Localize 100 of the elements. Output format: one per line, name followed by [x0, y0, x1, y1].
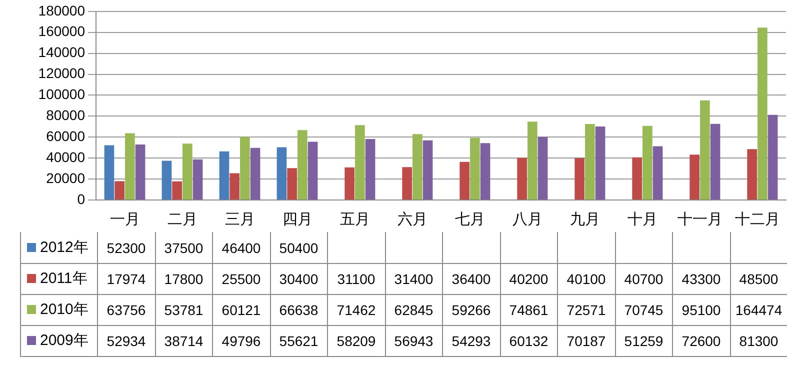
bar	[135, 144, 146, 200]
data-label: 59266	[442, 294, 500, 325]
legend-label: 2012年	[40, 238, 88, 257]
data-label: 25500	[212, 263, 270, 294]
data-label: 63756	[97, 294, 154, 325]
bar	[162, 160, 172, 200]
data-label: 17974	[97, 263, 154, 294]
data-label: 17800	[154, 263, 212, 294]
bar	[172, 181, 182, 200]
bar	[652, 146, 663, 200]
data-label: 37500	[154, 232, 212, 263]
data-label: 72600	[672, 325, 730, 356]
bar	[104, 145, 114, 200]
x-tick-label: 九月	[570, 211, 600, 228]
data-label: 38714	[154, 325, 212, 356]
data-label: 43300	[672, 263, 730, 294]
bar	[710, 124, 720, 200]
x-tick-label: 一月	[110, 211, 140, 228]
data-label: 46400	[212, 232, 270, 263]
data-label: 31400	[384, 263, 442, 294]
bar	[298, 130, 308, 200]
bar	[574, 158, 584, 200]
data-label: 81300	[730, 325, 787, 356]
bar	[219, 151, 230, 200]
data-label: 55621	[270, 325, 327, 356]
data-label: 52934	[97, 325, 154, 356]
bar	[114, 181, 124, 200]
data-label: 58209	[327, 325, 384, 356]
x-tick-label: 十二月	[734, 211, 780, 228]
data-label: 70745	[614, 294, 672, 325]
bar	[595, 126, 606, 200]
data-label: 40700	[614, 263, 672, 294]
data-label: 56943	[384, 325, 442, 356]
data-label: 72571	[557, 294, 614, 325]
bar	[632, 157, 642, 200]
y-tick-label: 120000	[38, 65, 86, 82]
data-label: 74861	[500, 294, 557, 325]
x-tick-label: 十月	[627, 211, 658, 228]
x-tick-label: 二月	[167, 211, 198, 228]
bar	[460, 162, 470, 200]
legend-label: 2011年	[40, 269, 88, 288]
y-tick-label: 80000	[46, 107, 86, 124]
data-label: 49796	[212, 325, 270, 356]
bar	[230, 173, 240, 200]
bar	[538, 136, 548, 200]
data-label: 60132	[500, 325, 557, 356]
data-label: 60121	[212, 294, 270, 325]
data-label: 53781	[154, 294, 212, 325]
bar	[240, 137, 250, 200]
data-label: 40100	[557, 263, 614, 294]
legend-label: 2010年	[40, 300, 88, 319]
data-label: 48500	[730, 263, 787, 294]
bar	[642, 126, 652, 200]
data-label: 40200	[500, 263, 557, 294]
y-tick-label: 180000	[38, 2, 86, 18]
y-tick-label: 0	[77, 190, 86, 207]
data-label: 36400	[442, 263, 500, 294]
y-tick-label: 40000	[46, 148, 86, 165]
bar	[308, 142, 318, 200]
bar	[287, 168, 297, 200]
bar	[250, 148, 260, 200]
bar	[182, 144, 192, 200]
legend-label: 2009年	[40, 331, 88, 350]
bar	[768, 114, 778, 200]
y-tick-label: 20000	[46, 170, 86, 186]
bar	[276, 147, 287, 200]
data-label: 52300	[97, 232, 154, 263]
bar	[480, 143, 490, 200]
bar	[365, 139, 376, 200]
data-label: 70187	[557, 325, 614, 356]
bar	[470, 138, 480, 200]
data-label: 54293	[442, 325, 500, 356]
data-label: 50400	[270, 232, 327, 263]
y-tick-label: 60000	[46, 128, 86, 144]
bar	[528, 122, 538, 200]
x-tick-label: 四月	[282, 211, 312, 228]
bar	[758, 28, 768, 200]
bar	[125, 133, 135, 200]
bar	[402, 167, 412, 200]
x-tick-label: 五月	[340, 211, 370, 228]
bar	[517, 158, 527, 200]
bar	[192, 159, 203, 200]
y-tick-label: 100000	[38, 86, 86, 102]
data-label: 95100	[672, 294, 730, 325]
data-label: 164474	[730, 294, 787, 325]
y-tick-label: 140000	[38, 44, 86, 60]
bar	[344, 167, 354, 200]
x-tick-label: 七月	[454, 211, 485, 228]
bar	[422, 140, 433, 200]
bar	[747, 149, 757, 200]
bar	[355, 125, 365, 200]
bar	[700, 100, 710, 200]
bar	[585, 124, 595, 200]
data-label: 62845	[384, 294, 442, 325]
y-tick-label: 160000	[38, 23, 86, 40]
data-label: 71462	[327, 294, 384, 325]
x-tick-label: 十一月	[677, 211, 722, 228]
x-tick-label: 三月	[224, 211, 255, 228]
data-label: 31100	[327, 263, 384, 294]
bar	[412, 134, 422, 200]
